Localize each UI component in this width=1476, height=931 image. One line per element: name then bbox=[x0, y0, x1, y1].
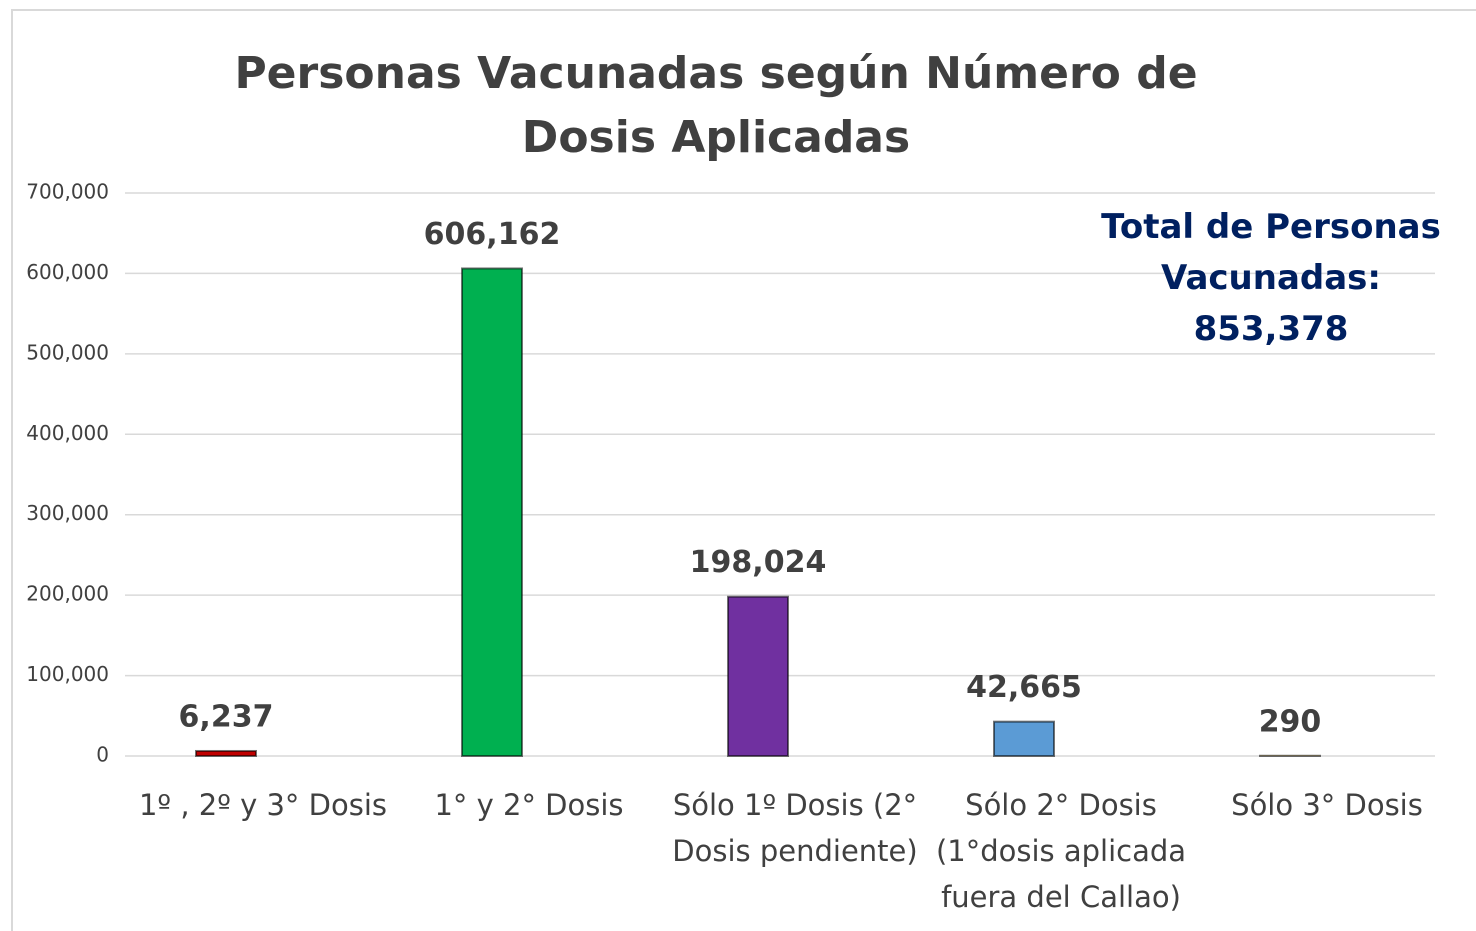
bar bbox=[727, 595, 789, 757]
annotation: Total de Personas Vacunadas: 853,378 bbox=[1101, 207, 1441, 349]
y-tick-label: 200,000 bbox=[26, 582, 109, 606]
data-label: 6,237 bbox=[179, 699, 274, 734]
bar bbox=[195, 749, 257, 757]
data-label: 198,024 bbox=[690, 545, 827, 580]
y-tick-label: 0 bbox=[96, 743, 109, 767]
y-tick-label: 100,000 bbox=[26, 662, 109, 686]
y-tick-label: 600,000 bbox=[26, 260, 109, 284]
chart-border bbox=[11, 9, 1476, 931]
x-tick-label: 1º , 2º y 3° Dosis bbox=[138, 788, 387, 822]
x-tick-label: Sólo 1º Dosis (2° Dosis pendiente) bbox=[672, 788, 918, 868]
data-label: 42,665 bbox=[966, 670, 1082, 705]
y-tick-label: 700,000 bbox=[26, 180, 109, 204]
chart-title: Personas Vacunadas según Número de Dosis… bbox=[234, 48, 1198, 163]
x-tick-label: Sólo 2° Dosis (1°dosis aplicada fuera de… bbox=[935, 788, 1187, 914]
data-label: 606,162 bbox=[424, 217, 561, 252]
y-tick-label: 400,000 bbox=[26, 421, 109, 445]
y-tick-label: 500,000 bbox=[26, 340, 109, 364]
bar bbox=[993, 720, 1055, 757]
x-tick-label: Sólo 3° Dosis bbox=[1231, 788, 1423, 822]
bar bbox=[461, 267, 523, 757]
x-tick-label: 1° y 2° Dosis bbox=[434, 788, 624, 822]
y-tick-label: 300,000 bbox=[26, 501, 109, 525]
data-label: 290 bbox=[1259, 704, 1322, 739]
